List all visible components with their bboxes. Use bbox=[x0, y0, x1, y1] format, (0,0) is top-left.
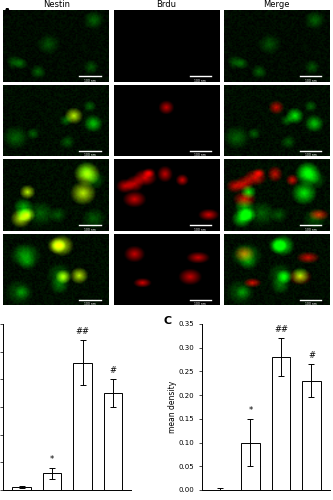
Text: 100 nm: 100 nm bbox=[305, 302, 316, 306]
Text: 100 nm: 100 nm bbox=[305, 228, 316, 232]
Text: ##: ## bbox=[76, 328, 90, 336]
Bar bbox=[241, 442, 260, 490]
Bar bbox=[12, 487, 31, 490]
Text: 100 nm: 100 nm bbox=[194, 154, 206, 158]
Bar bbox=[302, 381, 321, 490]
Bar bbox=[104, 393, 122, 490]
Bar bbox=[43, 474, 61, 490]
Text: 100 nm: 100 nm bbox=[84, 302, 96, 306]
Text: *: * bbox=[248, 406, 252, 415]
Text: 100 nm: 100 nm bbox=[194, 228, 206, 232]
Text: 100 nm: 100 nm bbox=[84, 78, 96, 82]
Text: 100 nm: 100 nm bbox=[194, 78, 206, 82]
Text: 100 nm: 100 nm bbox=[305, 78, 316, 82]
Text: ##: ## bbox=[274, 326, 288, 334]
Text: *: * bbox=[50, 454, 54, 464]
Text: 100 nm: 100 nm bbox=[84, 154, 96, 158]
Text: #: # bbox=[308, 352, 315, 360]
Text: 100 nm: 100 nm bbox=[194, 302, 206, 306]
Text: 100 nm: 100 nm bbox=[84, 228, 96, 232]
Bar bbox=[73, 362, 92, 490]
Text: A: A bbox=[3, 8, 12, 18]
Y-axis label: mean density: mean density bbox=[168, 381, 177, 433]
Title: Nestin: Nestin bbox=[43, 0, 70, 9]
Text: 100 nm: 100 nm bbox=[305, 154, 316, 158]
Bar bbox=[272, 357, 290, 490]
Text: #: # bbox=[110, 366, 117, 375]
Title: Brdu: Brdu bbox=[157, 0, 176, 9]
Text: C: C bbox=[163, 316, 171, 326]
Title: Merge: Merge bbox=[263, 0, 290, 9]
